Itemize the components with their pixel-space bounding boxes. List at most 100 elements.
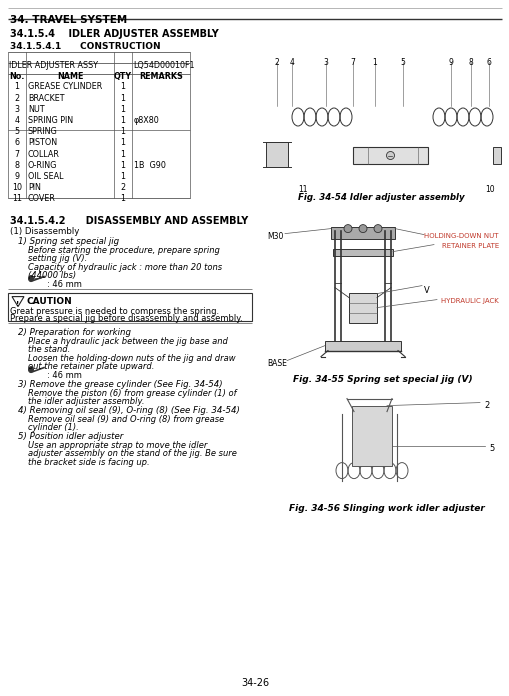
FancyBboxPatch shape <box>8 292 251 321</box>
Text: BRACKET: BRACKET <box>28 93 64 102</box>
Text: 1: 1 <box>372 58 377 67</box>
Text: !: ! <box>16 301 19 307</box>
Text: 8: 8 <box>14 161 19 170</box>
Text: φ8X80: φ8X80 <box>134 116 159 125</box>
Text: 7: 7 <box>14 150 19 159</box>
Circle shape <box>344 225 351 232</box>
Text: (1) Disassembly: (1) Disassembly <box>10 227 79 236</box>
Circle shape <box>358 225 366 232</box>
Bar <box>348 292 376 323</box>
Text: Place a hydraulic jack between the jig base and: Place a hydraulic jack between the jig b… <box>28 337 228 346</box>
Text: Use an appropriate strap to move the idler: Use an appropriate strap to move the idl… <box>28 441 207 450</box>
Text: Fig. 34-54 Idler adjuster assembly: Fig. 34-54 Idler adjuster assembly <box>297 193 463 202</box>
Text: Remove oil seal (9) and O-ring (8) from grease: Remove oil seal (9) and O-ring (8) from … <box>28 415 224 424</box>
Text: Fig. 34-55 Spring set special jig (V): Fig. 34-55 Spring set special jig (V) <box>293 374 472 383</box>
Text: : 46 mm: : 46 mm <box>47 280 82 289</box>
Text: Great pressure is needed to compress the spring.: Great pressure is needed to compress the… <box>10 307 219 315</box>
Text: 3: 3 <box>14 105 19 114</box>
Text: 4: 4 <box>289 58 294 67</box>
Text: 10: 10 <box>484 185 494 194</box>
Text: the stand.: the stand. <box>28 345 70 354</box>
Text: 1: 1 <box>120 82 125 91</box>
Text: 2: 2 <box>483 401 488 410</box>
Text: 6: 6 <box>14 139 19 148</box>
Ellipse shape <box>29 367 34 372</box>
Text: 2: 2 <box>14 93 19 102</box>
Text: cylinder (1).: cylinder (1). <box>28 423 78 432</box>
Bar <box>351 406 391 466</box>
Ellipse shape <box>29 276 34 282</box>
Text: 1: 1 <box>120 93 125 102</box>
Text: GREASE CYLINDER: GREASE CYLINDER <box>28 82 102 91</box>
Text: 5: 5 <box>14 127 19 136</box>
Text: 34-26: 34-26 <box>240 678 269 688</box>
Text: 9: 9 <box>448 58 453 67</box>
Text: 3: 3 <box>323 58 328 67</box>
Circle shape <box>386 152 394 159</box>
Text: 34.1.5.4.1      CONSTRUCTION: 34.1.5.4.1 CONSTRUCTION <box>10 42 160 51</box>
Circle shape <box>373 225 381 232</box>
Text: 1: 1 <box>120 172 125 181</box>
Text: 7: 7 <box>350 58 355 67</box>
Bar <box>332 248 392 255</box>
Text: 11: 11 <box>298 185 307 194</box>
Text: Prepare a special jig before disassembly and assembly.: Prepare a special jig before disassembly… <box>10 314 242 323</box>
Text: 5: 5 <box>488 443 493 452</box>
Text: REMARKS: REMARKS <box>139 72 183 81</box>
Text: 9: 9 <box>14 172 19 181</box>
Text: 34. TRAVEL SYSTEM: 34. TRAVEL SYSTEM <box>10 15 127 25</box>
Text: 1: 1 <box>120 194 125 203</box>
Text: 1) Spring set special jig: 1) Spring set special jig <box>18 237 119 246</box>
Text: O-RING: O-RING <box>28 161 58 170</box>
Text: SPRING: SPRING <box>28 127 58 136</box>
Text: 1: 1 <box>120 116 125 125</box>
Text: Remove the piston (6) from grease cylinder (1) of: Remove the piston (6) from grease cylind… <box>28 388 236 397</box>
Text: adjuster assembly on the stand of the jig. Be sure: adjuster assembly on the stand of the ji… <box>28 449 236 458</box>
Text: 4: 4 <box>14 116 19 125</box>
Text: 5) Position idler adjuster: 5) Position idler adjuster <box>18 432 123 441</box>
Text: Fig. 34-56 Slinging work idler adjuster: Fig. 34-56 Slinging work idler adjuster <box>289 504 484 512</box>
Text: : 46 mm: : 46 mm <box>47 370 82 379</box>
Text: COVER: COVER <box>28 194 56 203</box>
Text: 8: 8 <box>468 58 472 67</box>
Text: the bracket side is facing up.: the bracket side is facing up. <box>28 457 149 466</box>
Text: HYDRAULIC JACK: HYDRAULIC JACK <box>440 298 498 303</box>
Text: 1: 1 <box>120 105 125 114</box>
Text: 3) Remove the grease cylinder (See Fig. 34-54): 3) Remove the grease cylinder (See Fig. … <box>18 379 222 388</box>
Text: out the retainer plate upward.: out the retainer plate upward. <box>28 362 154 371</box>
Text: 1: 1 <box>14 82 19 91</box>
Text: 10: 10 <box>12 183 22 192</box>
Text: 1B  G90: 1B G90 <box>134 161 165 170</box>
Text: 1: 1 <box>120 150 125 159</box>
Text: 2: 2 <box>120 183 125 192</box>
Bar <box>330 227 394 239</box>
Text: QTY: QTY <box>114 72 132 81</box>
Text: (44000 lbs): (44000 lbs) <box>28 271 76 280</box>
Text: V: V <box>423 285 429 294</box>
Text: 1: 1 <box>120 127 125 136</box>
Text: Before starting the procedure, prepare spring: Before starting the procedure, prepare s… <box>28 246 219 255</box>
Text: M30: M30 <box>267 232 283 241</box>
Bar <box>352 147 427 164</box>
Text: CAUTION: CAUTION <box>27 296 73 306</box>
Bar <box>492 147 500 164</box>
Text: LQ54D00010F1: LQ54D00010F1 <box>133 61 194 70</box>
Text: 34.1.5.4.2      DISASSEMBLY AND ASSEMBLY: 34.1.5.4.2 DISASSEMBLY AND ASSEMBLY <box>10 216 248 226</box>
Bar <box>324 340 400 351</box>
Text: 2: 2 <box>274 58 279 67</box>
Text: No.: No. <box>9 72 24 81</box>
Text: PIN: PIN <box>28 183 41 192</box>
Text: Capacity of hydraulic jack : more than 20 tons: Capacity of hydraulic jack : more than 2… <box>28 262 222 271</box>
Text: 2) Preparation for working: 2) Preparation for working <box>18 328 131 337</box>
Text: HOLDING-DOWN NUT: HOLDING-DOWN NUT <box>423 232 498 239</box>
Text: COLLAR: COLLAR <box>28 150 60 159</box>
Text: 1: 1 <box>120 161 125 170</box>
Text: 34.1.5.4    IDLER ADJUSTER ASSEMBLY: 34.1.5.4 IDLER ADJUSTER ASSEMBLY <box>10 29 218 39</box>
Text: NUT: NUT <box>28 105 45 114</box>
Text: NAME: NAME <box>56 72 83 81</box>
Text: Loosen the holding-down nuts of the jig and draw: Loosen the holding-down nuts of the jig … <box>28 354 235 363</box>
Text: 6: 6 <box>486 58 491 67</box>
Text: 4) Removing oil seal (9), O-ring (8) (See Fig. 34-54): 4) Removing oil seal (9), O-ring (8) (Se… <box>18 406 239 415</box>
Polygon shape <box>12 296 24 307</box>
Bar <box>266 142 288 167</box>
